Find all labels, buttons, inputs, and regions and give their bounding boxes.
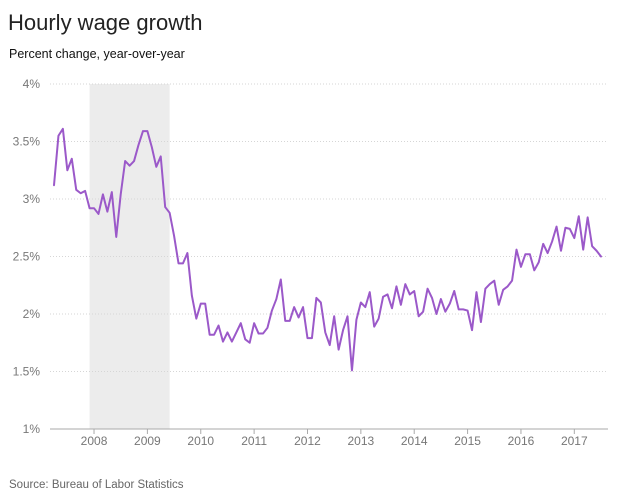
x-axis-ticks: 2008 2009 2010 2011 2012 2013 2014 2015 2016 2017 [81,429,588,448]
y-tick-label: 3.5% [13,135,41,149]
x-tick-label: 2009 [134,434,161,448]
gridlines [50,83,608,430]
x-tick-label: 2013 [348,434,375,448]
x-tick-label: 2014 [401,434,428,448]
x-tick-label: 2016 [508,434,535,448]
recession-band-layer [89,84,170,429]
x-tick-label: 2010 [187,434,214,448]
x-tick-label: 2017 [561,434,588,448]
x-tick-label: 2008 [81,434,108,448]
x-tick-label: 2012 [294,434,321,448]
y-tick-label: 1.5% [13,365,41,379]
y-axis-ticks: 4% 3.5% 3% 2.5% 2% 1.5% 1% [13,77,41,436]
x-tick-label: 2011 [241,434,267,448]
x-tick-label: 2015 [454,434,481,448]
chart-subtitle: Percent change, year-over-year [9,47,185,61]
recession-band [89,84,170,429]
y-tick-label: 2.5% [13,250,41,264]
y-tick-label: 4% [23,77,41,91]
y-tick-label: 1% [23,422,41,436]
chart-title: Hourly wage growth [8,10,203,35]
y-tick-label: 2% [23,307,41,321]
y-tick-label: 3% [23,192,41,206]
series-line [53,127,602,372]
series-layer [53,127,602,372]
source-note: Source: Bureau of Labor Statistics [9,479,184,491]
